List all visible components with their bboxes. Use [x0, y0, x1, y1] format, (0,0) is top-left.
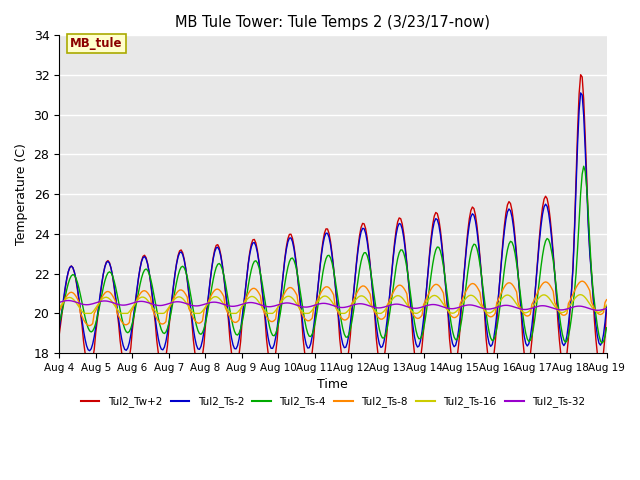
Y-axis label: Temperature (C): Temperature (C) — [15, 143, 28, 245]
Text: MB_tule: MB_tule — [70, 37, 123, 50]
Legend: Tul2_Tw+2, Tul2_Ts-2, Tul2_Ts-4, Tul2_Ts-8, Tul2_Ts-16, Tul2_Ts-32: Tul2_Tw+2, Tul2_Ts-2, Tul2_Ts-4, Tul2_Ts… — [77, 392, 589, 411]
X-axis label: Time: Time — [317, 378, 348, 391]
Title: MB Tule Tower: Tule Temps 2 (3/23/17-now): MB Tule Tower: Tule Temps 2 (3/23/17-now… — [175, 15, 490, 30]
